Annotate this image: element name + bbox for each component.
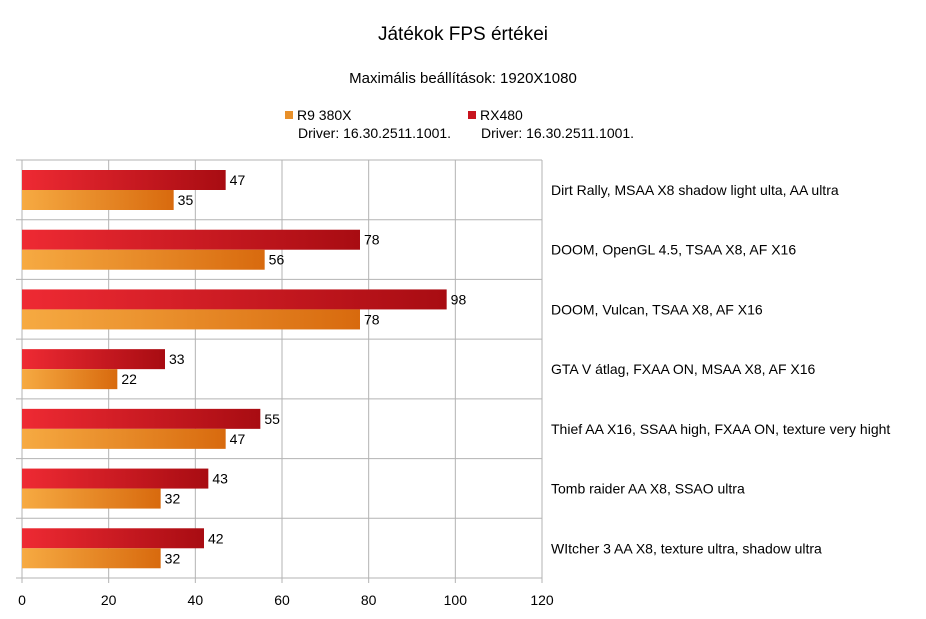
legend-driver-r9-380x: Driver: 16.30.2511.1001. (298, 125, 452, 141)
data-label: 43 (212, 471, 228, 487)
legend-swatch-r9-380x (285, 111, 293, 119)
data-label: 47 (230, 431, 246, 447)
category-label: GTA V átlag, FXAA ON, MSAA X8, AF X16 (551, 361, 816, 377)
category-label: Thief AA X16, SSAA high, FXAA ON, textur… (551, 421, 890, 437)
x-tick-label: 20 (101, 592, 117, 608)
bar-rx480 (22, 229, 360, 250)
bar-rx480 (22, 289, 447, 310)
data-label: 42 (208, 530, 224, 546)
data-label: 32 (165, 550, 181, 566)
x-tick-label: 40 (188, 592, 204, 608)
legend-item-r9-380x: R9 380X Driver: 16.30.2511.1001. (285, 106, 451, 142)
category-label: Tomb raider AA X8, SSAO ultra (551, 481, 745, 497)
x-tick-label: 0 (18, 592, 26, 608)
data-label: 33 (169, 351, 185, 367)
bar-rx480 (22, 408, 261, 429)
chart-title: Játékok FPS értékei (377, 24, 549, 45)
bar-rx480 (22, 468, 209, 489)
chart-subtitle: Maximális beállítások: 1920X1080 (349, 70, 577, 87)
x-tick-label: 80 (361, 592, 377, 608)
bar-r9-380x (22, 369, 118, 390)
data-label: 78 (364, 311, 380, 327)
x-tick-label: 100 (444, 592, 468, 608)
legend-driver-rx480: Driver: 16.30.2511.1001. (481, 125, 635, 141)
category-label: DOOM, Vulcan, TSAA X8, AF X16 (551, 301, 763, 317)
legend-item-rx480: RX480 Driver: 16.30.2511.1001. (468, 106, 634, 142)
bar-r9-380x (22, 488, 161, 509)
category-label: DOOM, OpenGL 4.5, TSAA X8, AF X16 (551, 242, 796, 258)
data-label: 22 (121, 371, 137, 387)
bar-r9-380x (22, 548, 161, 569)
x-tick-label: 60 (274, 592, 290, 608)
bar-rx480 (22, 528, 204, 549)
bar-rx480 (22, 349, 165, 370)
bar-r9-380x (22, 190, 174, 210)
category-label: Dirt Rally, MSAA X8 shadow light ulta, A… (551, 182, 839, 198)
bar-r9-380x (22, 249, 265, 270)
legend-label-rx480: RX480 (480, 107, 523, 123)
x-tick-label: 120 (530, 592, 554, 608)
data-label: 55 (264, 411, 280, 427)
data-label: 32 (165, 491, 181, 507)
legend-swatch-rx480 (468, 111, 476, 119)
data-label: 98 (451, 291, 467, 307)
data-label: 47 (230, 172, 246, 188)
data-label: 78 (364, 232, 380, 248)
bar-r9-380x (22, 309, 360, 330)
bar-r9-380x (22, 428, 226, 449)
data-label: 35 (178, 192, 194, 208)
category-label: WItcher 3 AA X8, texture ultra, shadow u… (551, 540, 822, 556)
data-label: 56 (269, 252, 285, 268)
bar-rx480 (22, 170, 226, 190)
legend-label-r9-380x: R9 380X (297, 107, 352, 123)
